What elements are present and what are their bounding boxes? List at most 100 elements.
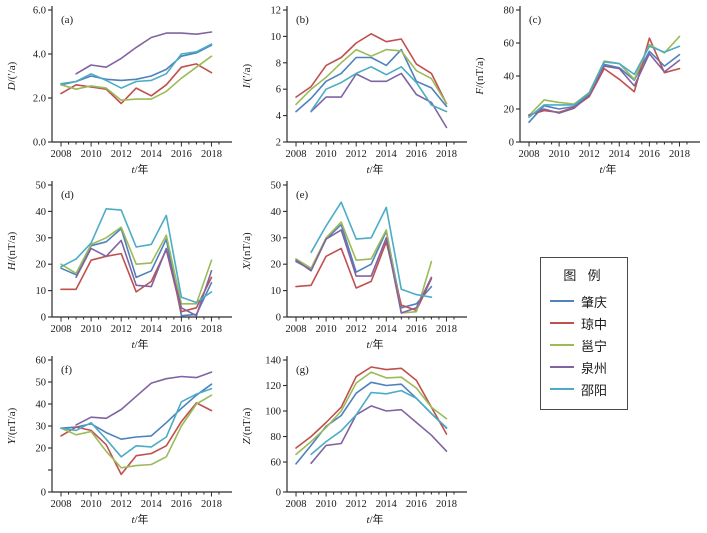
x-tick-label: 2010 [316, 499, 337, 510]
x-tick-label: 2010 [81, 499, 102, 510]
series-line-邕宁 [295, 221, 433, 314]
y-axis-label: Z/(nT/a) [241, 407, 253, 444]
series-line-邕宁 [528, 35, 681, 117]
x-tick-label: 2008 [51, 499, 72, 510]
legend-entries: 肇庆 琼中 邕宁 泉州 邵阳 [550, 290, 618, 400]
x-tick-label: 2014 [376, 499, 398, 510]
x-tick-label: 2014 [609, 149, 631, 160]
y-tick-label: 0 [41, 313, 46, 324]
series-line-琼中 [295, 366, 448, 449]
x-tick-label: 2008 [51, 324, 72, 335]
legend-line-swatch [550, 322, 574, 324]
y-tick-label: 2.0 [33, 94, 46, 105]
y-tick-label: 0.0 [33, 138, 46, 149]
y-tick-label: 40 [271, 207, 282, 218]
y-tick-label: 120 [265, 381, 281, 392]
y-tick-label: 4 [276, 111, 282, 122]
chart-svg-e: 0 10 20 30 40 50 2008 2010 2012 2014 2016 2018 (e) X/… [241, 181, 467, 351]
legend: 图 例 肇庆 琼中 邕宁 泉州 邵阳 [540, 257, 628, 410]
panel-tag: (g) [296, 364, 309, 376]
series-line-泉州 [75, 371, 213, 426]
panel-tag: (c) [529, 14, 542, 26]
x-tick-label: 2008 [519, 149, 540, 160]
x-tick-label: 2016 [171, 324, 192, 335]
series-line-邵阳 [60, 387, 213, 458]
y-tick-label: 40 [36, 207, 47, 218]
panel-tag: (a) [61, 14, 74, 26]
y-tick-label: 20 [504, 105, 515, 116]
y-tick-label: 40 [504, 72, 515, 83]
subplot-e: 0 10 20 30 40 50 2008 2010 2012 2014 2016 2018 (e) X/… [237, 175, 470, 358]
series-line-琼中 [295, 32, 448, 105]
series-line-肇庆 [528, 50, 681, 123]
series-line-邵阳 [310, 389, 448, 456]
x-tick-label: 2018 [201, 149, 222, 160]
x-axis-label: t/年 [131, 512, 148, 526]
x-tick-label: 2010 [316, 149, 337, 160]
series-line-泉州 [310, 405, 448, 465]
y-tick-label: 60 [504, 39, 515, 50]
y-tick-label: 80 [271, 432, 282, 443]
y-tick-label: 2 [276, 138, 281, 149]
x-tick-label: 2012 [111, 324, 132, 335]
series-line-邕宁 [295, 371, 448, 456]
series-line-邕宁 [295, 48, 448, 106]
y-tick-label: 10 [271, 32, 282, 43]
y-tick-label: 30 [36, 422, 47, 433]
subplot-c: 0 20 40 60 80 2008 2010 2012 2014 2016 2018 (c) F/(n… [470, 0, 703, 183]
x-tick-label: 2010 [81, 149, 102, 160]
series-line-泉州 [310, 72, 448, 129]
x-tick-label: 2012 [579, 149, 600, 160]
y-axis-label: I/(′/a) [241, 63, 253, 89]
chart-svg-d: 0 10 20 30 40 50 2008 2010 2012 2014 2016 2018 (d) H/… [6, 181, 232, 351]
y-tick-label: 50 [271, 181, 282, 192]
x-tick-label: 2012 [111, 149, 132, 160]
legend-entry-label: 邕宁 [581, 338, 608, 354]
x-axis-label: t/年 [131, 337, 148, 351]
subplot-a: 0.0 2.0 4.0 6.0 2008 2010 2012 2014 2016 2018 (a) D… [2, 0, 235, 183]
series-line-邵阳 [310, 201, 433, 298]
legend-entry-label: 肇庆 [581, 294, 608, 310]
series-line-肇庆 [60, 227, 213, 317]
series-line-邵阳 [60, 207, 213, 304]
y-tick-label: 60 [36, 356, 47, 367]
series-line-邵阳 [528, 45, 681, 119]
series-line-邕宁 [60, 55, 213, 101]
x-tick-label: 2016 [406, 149, 427, 160]
legend-entry-label: 琼中 [581, 316, 608, 332]
legend-line-swatch [550, 388, 574, 390]
series-line-肇庆 [295, 48, 448, 113]
x-tick-label: 2016 [406, 499, 427, 510]
series-line-泉州 [528, 52, 681, 117]
series-line-邵阳 [310, 66, 448, 113]
y-tick-label: 30 [271, 233, 282, 244]
y-tick-label: 0 [276, 313, 281, 324]
series-line-琼中 [60, 402, 213, 476]
series-line-肇庆 [295, 223, 433, 309]
series-line-泉州 [75, 31, 213, 75]
legend-entry-肇庆: 肇庆 [550, 290, 618, 312]
y-tick-label: 6.0 [33, 6, 46, 17]
y-tick-label: 6 [276, 85, 281, 96]
x-tick-label: 2018 [436, 499, 457, 510]
y-tick-label: 50 [36, 378, 47, 389]
y-tick-label: 140 [265, 356, 281, 367]
x-tick-label: 2008 [286, 324, 307, 335]
panel-tag: (f) [61, 364, 72, 376]
x-tick-label: 2016 [171, 499, 192, 510]
legend-line-swatch [550, 344, 574, 346]
panel-tag: (e) [296, 189, 309, 201]
y-tick-label: 30 [36, 233, 47, 244]
x-tick-label: 2014 [141, 499, 163, 510]
x-tick-label: 2008 [51, 149, 72, 160]
x-tick-label: 2010 [316, 324, 337, 335]
x-tick-label: 2014 [141, 149, 163, 160]
subplot-g: 0 60 80 100 120 140 2008 2010 2012 2014 2016 2018 (g… [237, 350, 470, 533]
subplot-f: 0 20 30 40 50 60 2008 2010 2012 2014 2016 2018 (f) Y/… [2, 350, 235, 533]
legend-entry-label: 邵阳 [581, 382, 608, 398]
chart-svg-f: 0 20 30 40 50 60 2008 2010 2012 2014 2016 2018 (f) Y/… [6, 356, 232, 526]
legend-title: 图 例 [563, 268, 605, 283]
series-line-邕宁 [60, 394, 213, 469]
x-axis-label: t/年 [366, 512, 383, 526]
legend-line-swatch [550, 366, 574, 368]
